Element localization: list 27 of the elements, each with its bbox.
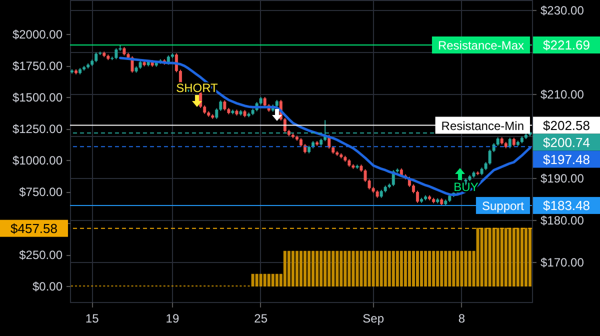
y2-tick-label: $180.00 [540,214,584,228]
y2-tick-label: $210.00 [540,88,584,102]
x-tick-label: 25 [254,312,268,326]
text: $202.58 [543,118,590,133]
y-tick-label: $2000.00 [12,28,63,42]
y-tick-label: $250.00 [19,248,63,262]
text: $200.74 [543,134,590,150]
y-tick-label: $750.00 [19,185,63,200]
y2-tick-label: $230.00 [540,4,584,18]
y-tick-label: $0.00 [32,280,63,294]
x-tick-label: 19 [166,312,180,326]
ref-line-label: Resistance-Min [441,118,524,133]
y-tick-label: $1500.00 [12,90,63,105]
x-tick-label: 15 [85,312,100,326]
x-tick-label: Sep [362,312,384,326]
text: $457.58 [10,220,58,236]
y-tick-label: $1250.00 [12,122,63,136]
ref-line-label: Resistance-Max [438,38,524,52]
y2-tick-label: $190.00 [540,172,584,186]
y2-tick-label: $170.00 [540,256,584,270]
y-tick-label: $1750.00 [12,59,63,74]
x-tick-label: 8 [458,312,466,326]
y-tick-label: $1000.00 [12,154,63,168]
text: $221.69 [543,37,590,52]
text: $197.48 [543,152,590,167]
text: $183.48 [543,198,590,213]
ref-line-label: Support [482,198,525,213]
